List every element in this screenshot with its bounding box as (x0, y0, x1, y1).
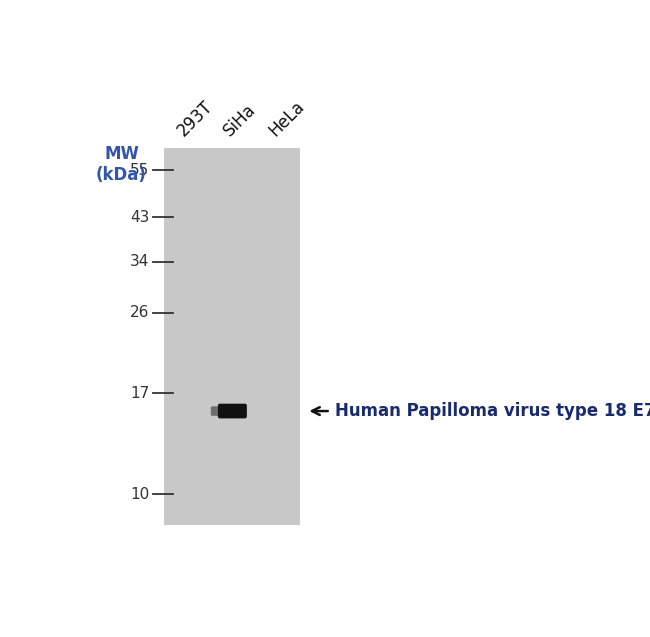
Text: 34: 34 (130, 254, 150, 269)
Text: 17: 17 (130, 386, 150, 401)
FancyBboxPatch shape (211, 406, 222, 416)
Text: SiHa: SiHa (220, 101, 259, 140)
Text: 26: 26 (130, 305, 150, 320)
Text: MW
(kDa): MW (kDa) (96, 145, 147, 184)
FancyBboxPatch shape (218, 404, 247, 419)
Text: 43: 43 (130, 210, 150, 225)
Text: 55: 55 (130, 163, 150, 178)
Text: Human Papilloma virus type 18 E7: Human Papilloma virus type 18 E7 (335, 402, 650, 420)
Text: 293T: 293T (174, 97, 216, 140)
Text: HeLa: HeLa (265, 97, 307, 140)
Text: 10: 10 (130, 487, 150, 502)
Bar (164, 148, 300, 526)
